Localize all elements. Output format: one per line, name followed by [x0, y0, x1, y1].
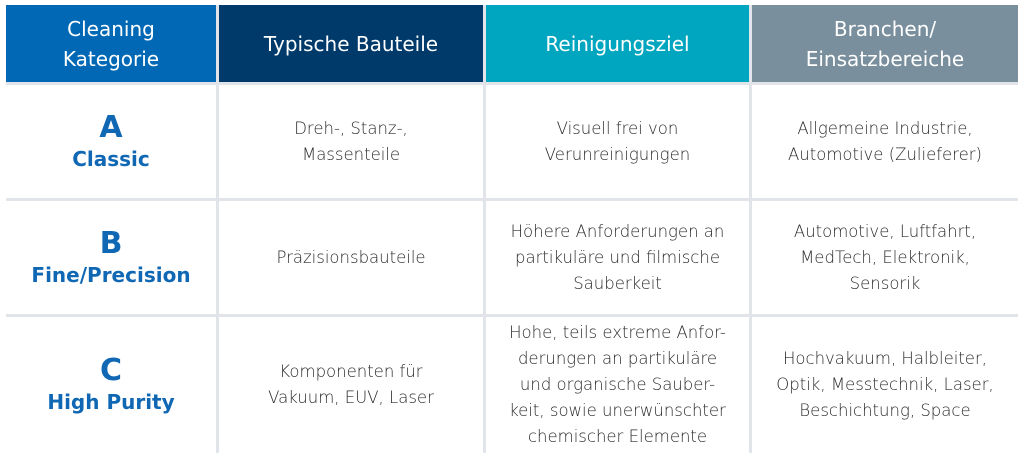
parts-text: Komponenten für [279, 362, 423, 381]
header-typische-bauteile: Typische Bauteile [219, 5, 483, 82]
category-cell: A Classic [6, 85, 216, 198]
parts-cell: Präzisionsbauteile [219, 201, 483, 314]
goal-text: Sauberkeit [573, 273, 662, 293]
category-letter: A [99, 109, 123, 145]
category-name: High Purity [47, 390, 175, 414]
goal-cell: Visuell frei von Verunreinigungen [486, 85, 749, 198]
goal-text: keit, sowie unerwünschter [509, 401, 726, 420]
industries-text: Allgemeine Industrie, [797, 118, 973, 138]
industries-cell: Hochvakuum, Halbleiter, Optik, Messtechni… [752, 317, 1018, 453]
category-letter: C [99, 353, 123, 388]
header-text: Branchen/ [833, 16, 937, 41]
industries-text: MedTech, Elektronik, [800, 247, 970, 267]
header-text: Kategorie [62, 46, 160, 71]
parts-cell: Dreh-, Stanz-, Massenteile [219, 85, 483, 198]
parts-text: Dreh-, Stanz-, [294, 118, 408, 138]
goal-text: chemischer Elemente [527, 427, 708, 446]
goal-cell: Hohe, teils extreme Anfor-derungen an pa… [486, 317, 749, 453]
parts-cell: Komponenten für Vakuum, EUV, Laser [219, 317, 483, 453]
category-cell: B Fine/Precision [6, 201, 216, 314]
goal-text: Höhere Anforderungen an [510, 221, 725, 241]
header-cleaning-kategorie: Cleaning Kategorie [6, 5, 216, 82]
category-name: Fine/Precision [31, 262, 191, 287]
header-text: Typische Bauteile [263, 31, 439, 56]
header-text: Cleaning [67, 16, 155, 41]
goal-text: Verunreinigungen [544, 144, 691, 164]
header-text: Einsatzbereiche [805, 46, 965, 71]
industries-text: Optik, Messtechnik, Laser, [776, 375, 994, 394]
industries-text: Beschichtung, Space [799, 401, 971, 420]
industries-text: Hochvakuum, Halbleiter, [783, 349, 987, 368]
goal-cell: Höhere Anforderungen an partikuläre und f… [486, 201, 749, 314]
parts-text: Präzisionsbauteile [276, 247, 426, 267]
industries-text: Sensorik [849, 273, 921, 293]
header-branchen: Branchen/Einsatzbereiche [752, 5, 1018, 82]
industries-text: Automotive, Luftfahrt, [793, 221, 977, 241]
category-name: Classic [72, 146, 150, 171]
goal-text: Visuell frei von [556, 118, 679, 138]
goal-text: und organische Sauber- [519, 375, 716, 394]
cleaning-category-table: Cleaning Kategorie Typische Bauteile Reinig… [6, 5, 1018, 453]
industries-cell: Automotive, Luftfahrt, MedTech, Elektroni… [752, 201, 1018, 314]
header-reinigungsziel: Reinigungsziel [486, 5, 749, 82]
industries-cell: Allgemeine Industrie, Automotive (Zuliefe… [752, 85, 1018, 198]
industries-text: Automotive (Zulieferer) [788, 144, 982, 164]
category-letter: B [99, 225, 123, 261]
header-text: Reinigungsziel [545, 31, 690, 56]
goal-text: derungen an partikuläre [517, 349, 718, 368]
goal-text: partikuläre und filmische [515, 247, 720, 267]
parts-text: Massenteile [301, 144, 401, 164]
goal-text: Hohe, teils extreme Anfor- [509, 323, 726, 342]
category-cell: C High Purity [6, 317, 216, 453]
parts-text: Vakuum, EUV, Laser [268, 388, 434, 407]
